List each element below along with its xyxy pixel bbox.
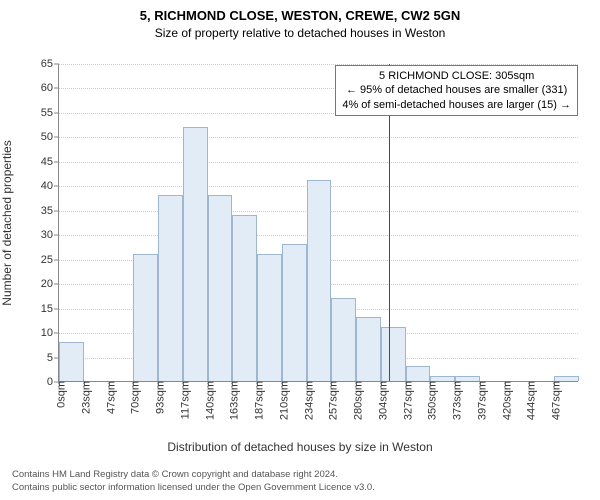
xtick-label: 234sqm [298,381,315,420]
xtick-label: 0sqm [51,381,68,408]
ytick-label: 55 [41,107,59,119]
histogram-bar [257,254,282,381]
footer-line-2: Contains public sector information licen… [12,482,375,494]
xtick-label: 93sqm [150,381,167,414]
histogram-bar [381,327,406,381]
ytick-label: 10 [41,327,59,339]
annotation-line-1: 5 RICHMOND CLOSE: 305sqm [342,69,571,83]
xtick-label: 140sqm [199,381,216,420]
xtick-label: 280sqm [348,381,365,420]
histogram-bar [59,342,84,381]
ytick-label: 5 [47,352,59,364]
xtick-label: 163sqm [224,381,241,420]
histogram-bar [307,180,332,381]
xtick-label: 47sqm [100,381,117,414]
xtick-label: 117sqm [174,381,191,419]
xtick-label: 467sqm [546,381,563,420]
xtick-label: 187sqm [249,381,266,420]
histogram-bar [406,366,431,381]
histogram-bar [208,195,233,381]
annotation-line-3: 4% of semi-detached houses are larger (1… [342,98,571,112]
xtick-label: 350sqm [422,381,439,420]
ytick-label: 20 [41,278,59,290]
xtick-label: 397sqm [471,381,488,420]
histogram-bar [158,195,183,381]
ytick-label: 65 [41,58,59,70]
footer-line-1: Contains HM Land Registry data © Crown c… [12,469,375,481]
histogram-bar [133,254,158,381]
ytick-label: 25 [41,254,59,266]
xtick-label: 70sqm [125,381,142,414]
ytick-label: 50 [41,131,59,143]
x-axis-label: Distribution of detached houses by size … [167,440,432,454]
histogram-bar [331,298,356,381]
gridline [59,162,578,163]
y-axis-label: Number of detached properties [0,140,14,305]
ytick-label: 45 [41,156,59,168]
chart-title: 5, RICHMOND CLOSE, WESTON, CREWE, CW2 5G… [0,8,600,24]
xtick-label: 23sqm [75,381,92,414]
xtick-label: 444sqm [521,381,538,420]
xtick-label: 257sqm [323,381,340,420]
annotation-box: 5 RICHMOND CLOSE: 305sqm ← 95% of detach… [335,65,578,116]
annotation-line-2: ← 95% of detached houses are smaller (33… [342,83,571,97]
gridline [59,137,578,138]
ytick-label: 60 [41,82,59,94]
ytick-label: 30 [41,229,59,241]
xtick-label: 210sqm [273,381,290,420]
footer-attribution: Contains HM Land Registry data © Crown c… [12,469,375,494]
xtick-label: 373sqm [447,381,464,420]
ytick-label: 35 [41,205,59,217]
chart-container: 5, RICHMOND CLOSE, WESTON, CREWE, CW2 5G… [0,0,600,500]
histogram-bar [232,215,257,381]
xtick-label: 327sqm [397,381,414,420]
ytick-label: 15 [41,303,59,315]
xtick-label: 420sqm [496,381,513,420]
xtick-label: 304sqm [372,381,389,420]
histogram-bar [282,244,307,381]
ytick-label: 40 [41,180,59,192]
histogram-bar [356,317,381,381]
chart-subtitle: Size of property relative to detached ho… [0,26,600,41]
histogram-bar [183,127,208,381]
